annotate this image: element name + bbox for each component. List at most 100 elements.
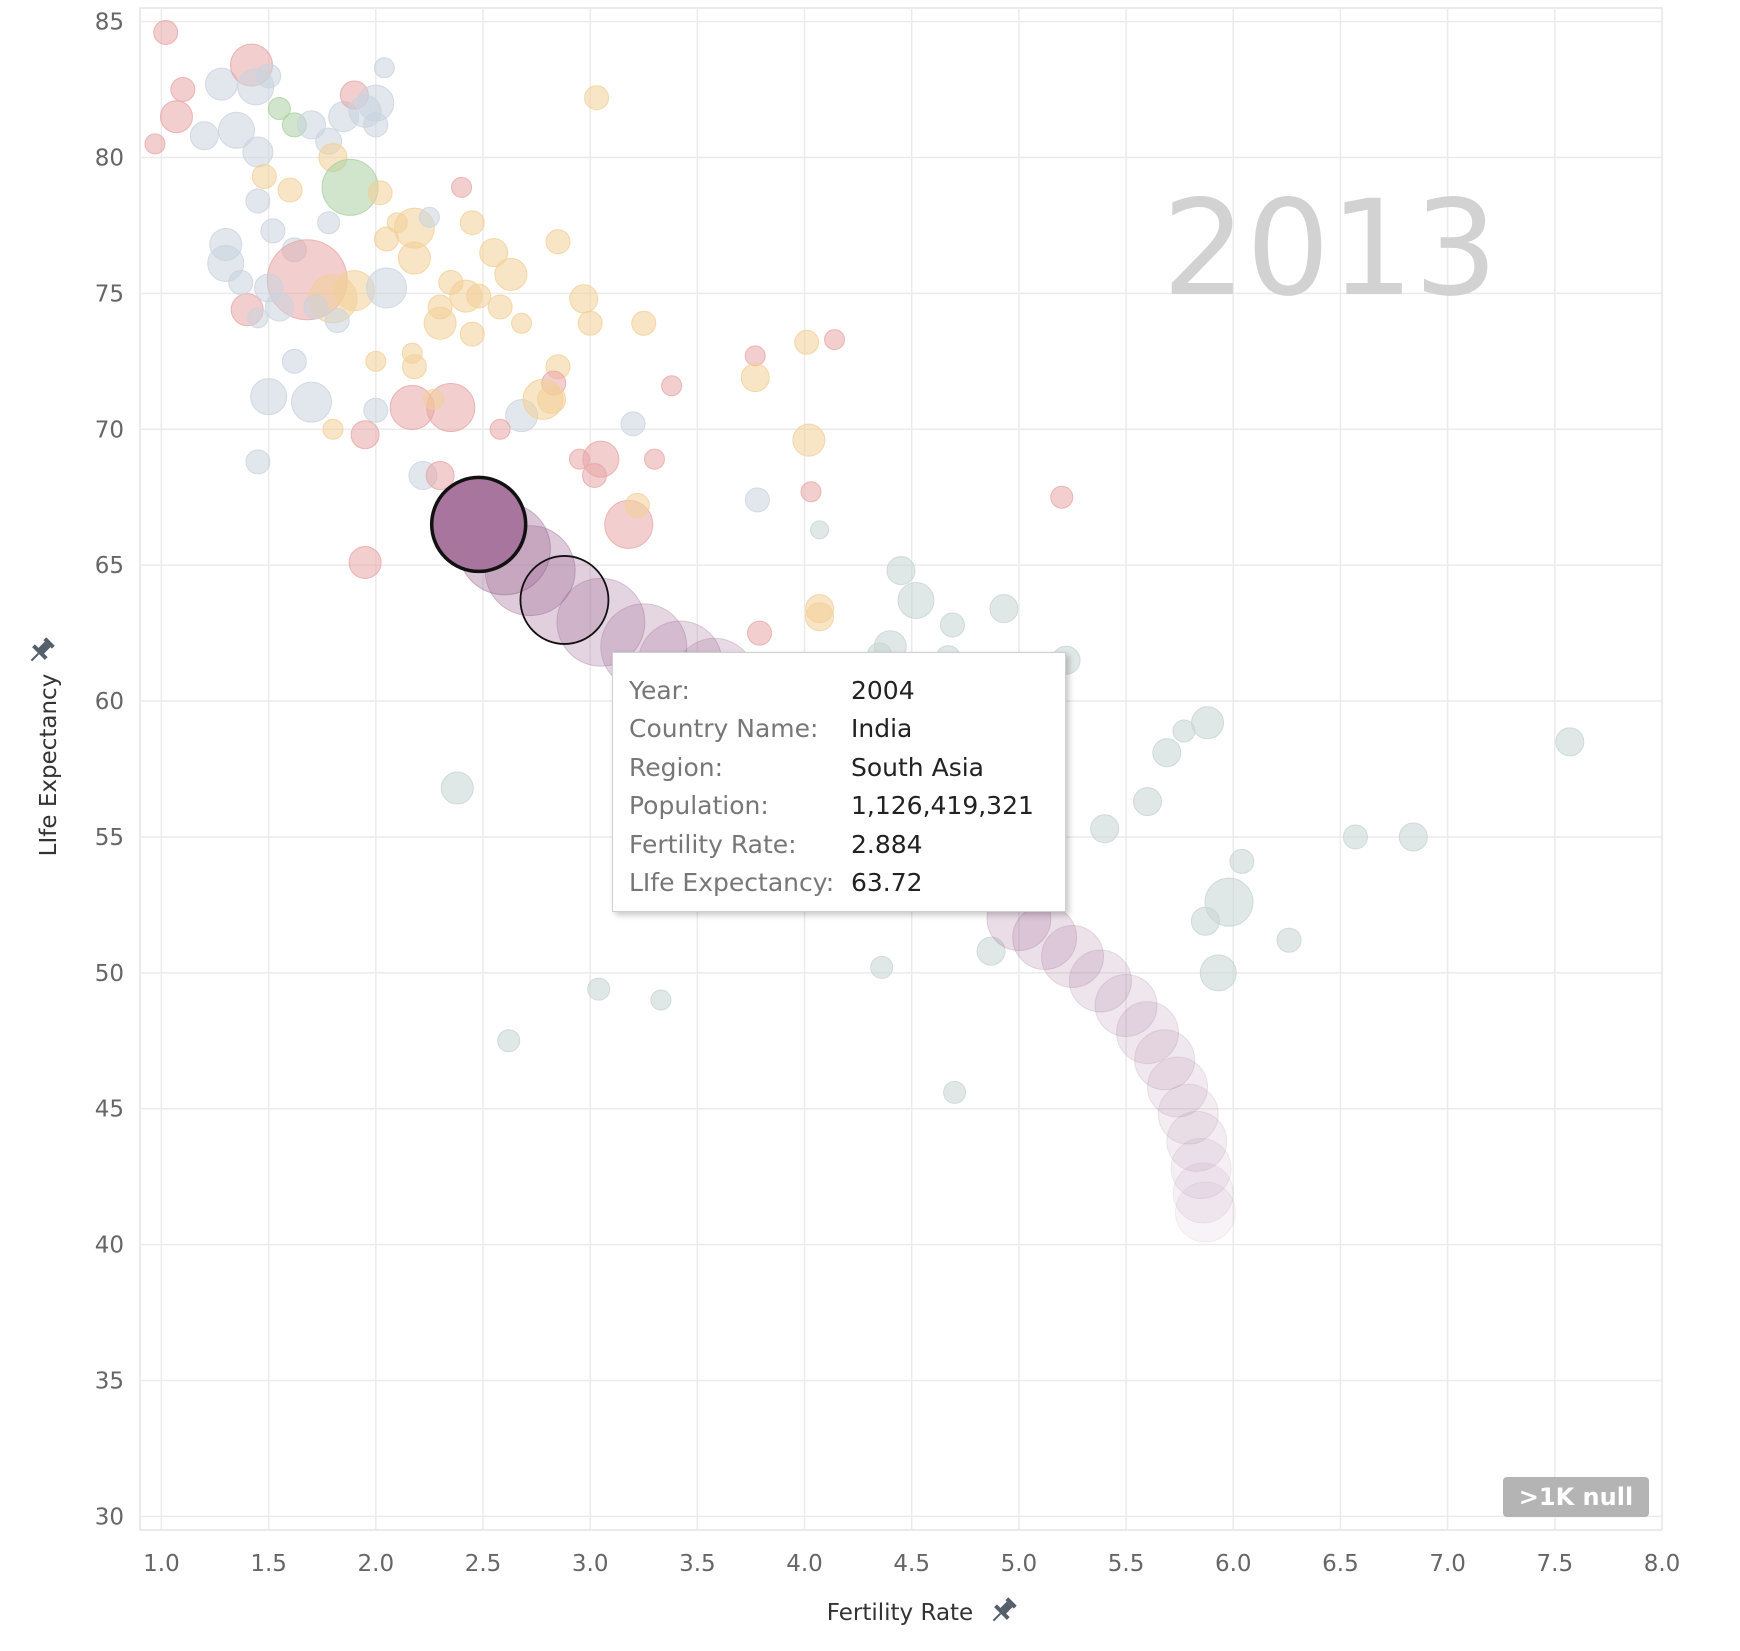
country-bubble[interactable] <box>976 936 1006 966</box>
country-bubble[interactable] <box>1172 719 1196 743</box>
country-bubble[interactable] <box>242 136 274 168</box>
country-bubble[interactable] <box>322 418 344 440</box>
country-bubble[interactable] <box>740 363 770 393</box>
country-bubble[interactable] <box>159 100 193 134</box>
country-bubble[interactable] <box>805 602 835 632</box>
country-bubble[interactable] <box>897 581 935 619</box>
country-bubble[interactable] <box>144 133 166 155</box>
country-bubble[interactable] <box>1190 906 1220 936</box>
country-bubble[interactable] <box>511 312 533 334</box>
country-bubble[interactable] <box>824 329 846 351</box>
india-trail-bubble[interactable] <box>1147 1056 1209 1118</box>
country-bubble[interactable] <box>479 238 509 268</box>
country-bubble[interactable] <box>401 354 427 380</box>
country-bubble[interactable] <box>1199 954 1237 992</box>
country-bubble[interactable] <box>489 418 511 440</box>
country-bubble[interactable] <box>939 612 965 638</box>
india-trail-bubble[interactable] <box>1134 1029 1196 1091</box>
country-bubble[interactable] <box>324 308 350 334</box>
india-trail-bubble[interactable] <box>1157 1083 1219 1145</box>
country-bubble[interactable] <box>943 1080 967 1104</box>
country-bubble[interactable] <box>569 284 599 314</box>
country-bubble[interactable] <box>350 420 380 450</box>
country-bubble[interactable] <box>459 210 485 236</box>
country-bubble[interactable] <box>367 180 393 206</box>
country-bubble[interactable] <box>870 955 894 979</box>
country-bubble[interactable] <box>423 388 445 410</box>
country-bubble[interactable] <box>1133 787 1163 817</box>
country-bubble[interactable] <box>256 63 282 89</box>
country-bubble[interactable] <box>794 329 820 355</box>
country-bubble[interactable] <box>886 556 916 586</box>
country-bubble[interactable] <box>290 381 332 423</box>
country-bubble[interactable] <box>425 460 455 490</box>
country-bubble[interactable] <box>170 77 196 103</box>
country-bubble[interactable] <box>317 211 341 235</box>
country-bubble[interactable] <box>1191 706 1225 740</box>
country-bubble[interactable] <box>386 212 408 234</box>
country-bubble[interactable] <box>650 989 672 1011</box>
country-bubble[interactable] <box>631 310 657 336</box>
country-bubble[interactable] <box>363 397 389 423</box>
country-bubble[interactable] <box>245 188 271 214</box>
country-bubble[interactable] <box>365 350 387 372</box>
country-bubble[interactable] <box>267 97 291 121</box>
country-bubble[interactable] <box>577 310 603 336</box>
country-bubble[interactable] <box>264 292 294 322</box>
country-bubble[interactable] <box>1398 822 1428 852</box>
india-trail-bubble[interactable] <box>1040 925 1104 989</box>
india-trail-bubble[interactable] <box>1174 1181 1236 1243</box>
country-bubble[interactable] <box>1050 485 1074 509</box>
country-bubble[interactable] <box>643 448 665 470</box>
null-badge[interactable]: >1K null <box>1503 1477 1649 1517</box>
india-trail-bubble[interactable] <box>1166 1110 1228 1172</box>
country-bubble[interactable] <box>296 110 326 140</box>
country-bubble[interactable] <box>1090 814 1120 844</box>
india-trail-bubble[interactable] <box>1068 949 1132 1013</box>
country-bubble[interactable] <box>989 594 1019 624</box>
country-bubble[interactable] <box>466 283 492 309</box>
country-bubble[interactable] <box>245 449 271 475</box>
country-bubble[interactable] <box>624 492 650 518</box>
country-bubble[interactable] <box>459 321 485 347</box>
country-bubble[interactable] <box>348 545 382 579</box>
country-bubble[interactable] <box>497 1029 521 1053</box>
country-bubble[interactable] <box>277 177 303 203</box>
india-trail-bubble[interactable] <box>1170 1138 1232 1200</box>
country-bubble[interactable] <box>397 241 431 275</box>
india-trail-bubble[interactable] <box>1172 1162 1234 1224</box>
country-bubble[interactable] <box>537 384 567 414</box>
india-trail-bubble[interactable] <box>1116 1001 1180 1065</box>
country-bubble[interactable] <box>228 270 254 296</box>
country-bubble[interactable] <box>1229 848 1255 874</box>
country-bubble[interactable] <box>494 257 528 291</box>
country-bubble[interactable] <box>260 218 286 244</box>
country-bubble[interactable] <box>620 411 646 437</box>
country-bubble[interactable] <box>423 306 457 340</box>
x-axis-pin-icon[interactable] <box>987 1595 1019 1627</box>
india-current-bubble[interactable] <box>429 475 528 574</box>
country-bubble[interactable] <box>744 487 770 513</box>
country-bubble[interactable] <box>800 481 822 503</box>
country-bubble[interactable] <box>303 294 329 320</box>
country-bubble[interactable] <box>487 294 513 320</box>
country-bubble[interactable] <box>1555 727 1585 757</box>
country-bubble[interactable] <box>1152 738 1182 768</box>
country-bubble[interactable] <box>418 206 440 228</box>
india-trail-bubble[interactable] <box>556 577 646 667</box>
country-bubble[interactable] <box>581 462 607 488</box>
country-bubble[interactable] <box>451 176 473 198</box>
country-bubble[interactable] <box>661 375 683 397</box>
country-bubble[interactable] <box>587 977 611 1001</box>
country-bubble[interactable] <box>357 84 395 122</box>
country-bubble[interactable] <box>251 164 277 190</box>
country-bubble[interactable] <box>545 229 571 255</box>
country-bubble[interactable] <box>792 423 826 457</box>
country-bubble[interactable] <box>584 85 610 111</box>
country-bubble[interactable] <box>281 348 307 374</box>
y-axis-pin-icon[interactable] <box>25 635 57 667</box>
country-bubble[interactable] <box>810 520 830 540</box>
country-bubble[interactable] <box>153 19 179 45</box>
country-bubble[interactable] <box>373 57 395 79</box>
country-bubble[interactable] <box>189 121 219 151</box>
